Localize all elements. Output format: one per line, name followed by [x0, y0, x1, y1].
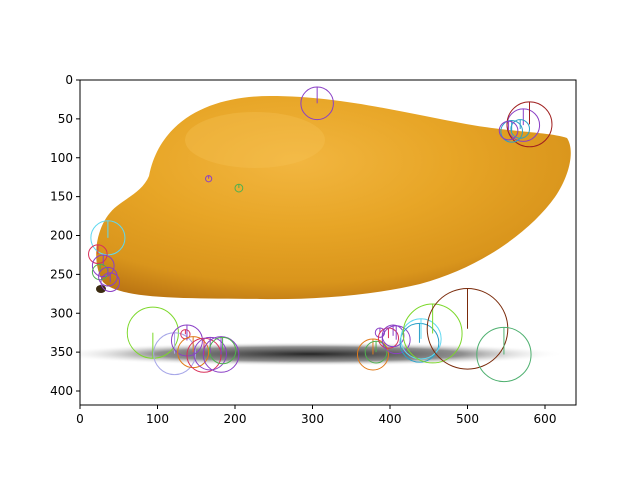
mango-tip	[96, 285, 106, 293]
mango-shadow	[80, 342, 565, 366]
x-tick-label: 400	[379, 412, 402, 426]
y-tick-label: 300	[50, 306, 73, 320]
x-tick-label: 200	[224, 412, 247, 426]
x-tick-label: 300	[301, 412, 324, 426]
axes-frame	[79, 79, 577, 406]
y-axis: 0 50 100 150 200 250 300 350 400	[50, 73, 80, 398]
y-tick-label: 200	[50, 229, 73, 243]
y-tick-label: 350	[50, 345, 73, 359]
keypoint-layer	[88, 86, 553, 383]
y-tick-label: 100	[50, 151, 73, 165]
x-tick-label: 600	[534, 412, 557, 426]
keypoint-circle	[381, 324, 405, 348]
x-tick-label: 100	[146, 412, 169, 426]
mango-body	[96, 96, 571, 300]
keypoint-circle	[88, 244, 108, 264]
x-tick-label: 500	[456, 412, 479, 426]
y-tick-label: 250	[50, 267, 73, 281]
y-tick-label: 150	[50, 190, 73, 204]
y-tick-label: 50	[58, 112, 73, 126]
x-axis: 0 100 200 300 400 500 600	[76, 405, 556, 426]
x-tick-label: 0	[76, 412, 84, 426]
y-tick-label: 0	[65, 73, 73, 87]
mango-highlight	[185, 112, 325, 168]
mango-image	[80, 80, 576, 405]
keypoint-circle	[300, 86, 334, 121]
y-tick-label: 400	[50, 384, 73, 398]
